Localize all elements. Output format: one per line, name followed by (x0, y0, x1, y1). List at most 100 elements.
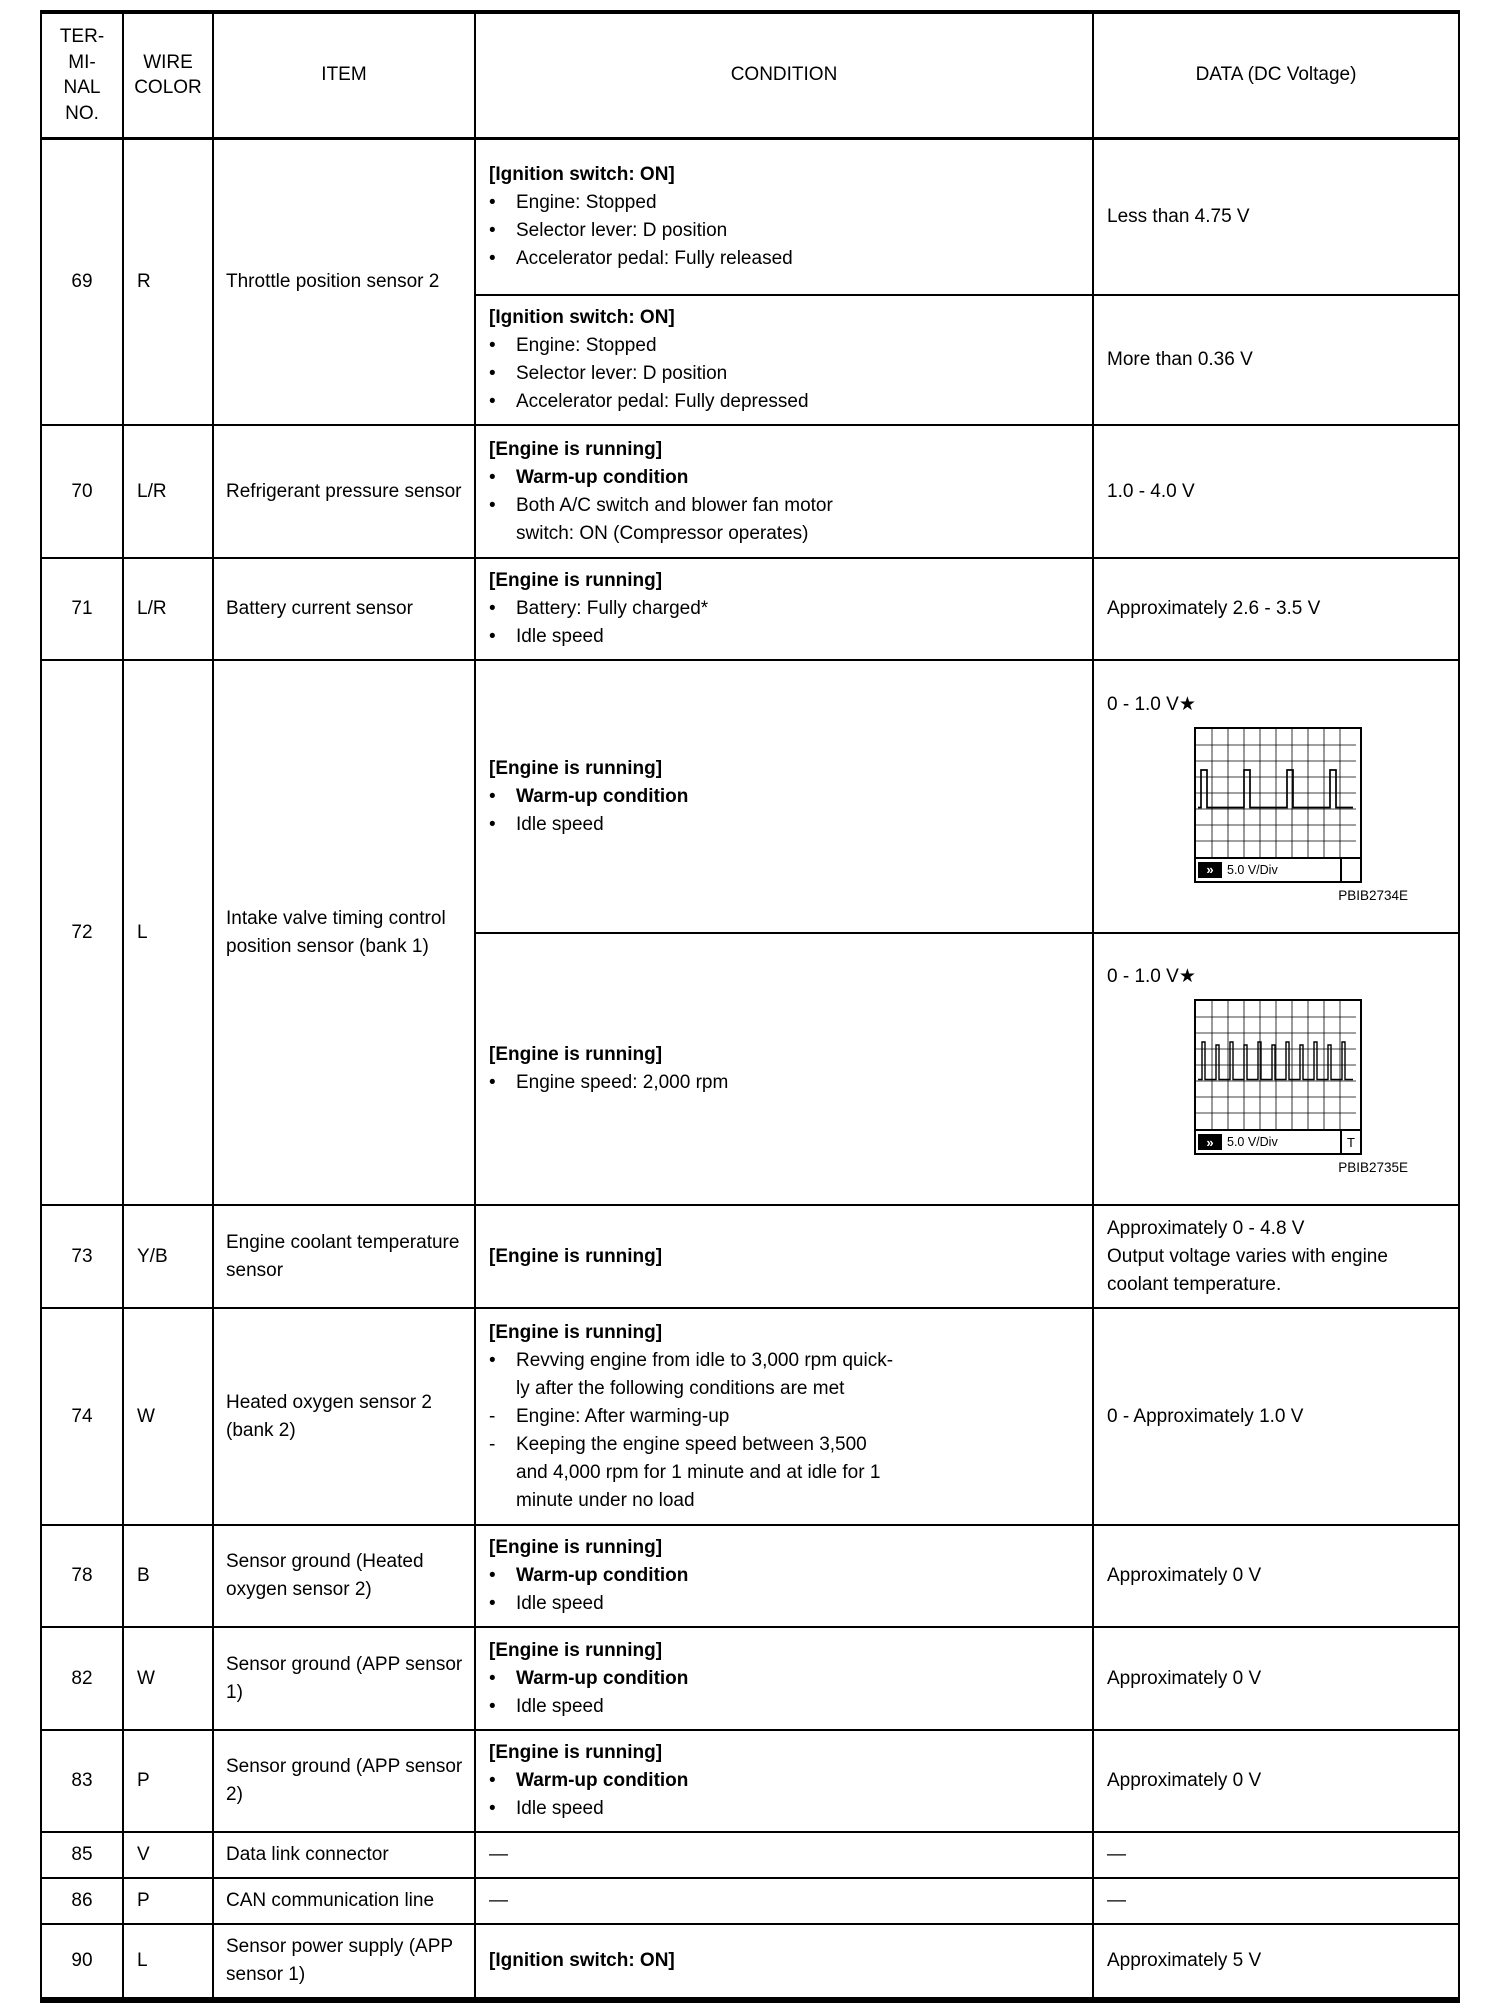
condition-line: • Warm-up condition (489, 1562, 1084, 1590)
wire-color-cell: P (122, 1729, 214, 1834)
bullet-marker: • (489, 1072, 496, 1094)
volts-per-div-label: 5.0 V/Div (1227, 862, 1278, 877)
data-value-line: More than 0.36 V (1107, 349, 1253, 371)
data-value-line: — (1107, 1890, 1126, 1912)
data-cell: Approximately 0 V (1092, 1626, 1460, 1732)
waveform-path (1198, 1041, 1353, 1081)
terminal-cell: 86 (40, 1877, 124, 1926)
condition-cell: [Engine is running] • Battery: Fully charg… (474, 557, 1094, 662)
condition-cell: [Engine is running] • Warm-up condition • Id… (474, 1524, 1094, 1629)
terminal-voltage-table: TER- MI- NAL NO. WIRE COLOR ITEM CONDITI… (40, 9, 1460, 2003)
condition-line-text: Warm-up condition (516, 1770, 689, 1792)
data-value-line: Approximately 0 - 4.8 V (1107, 1217, 1305, 1239)
condition-line-text: Selector lever: D position (516, 219, 728, 241)
condition-line-text: ly after the following conditions are me… (516, 1377, 845, 1399)
table-row-78: 78 B Sensor ground (Heated oxygen sensor 2… (40, 1524, 1460, 1629)
data-value-line: 0 - 1.0 V★ (1107, 966, 1196, 988)
condition-header-line: [Engine is running] (489, 1245, 663, 1267)
data-value-line: Approximately 2.6 - 3.5 V (1107, 598, 1321, 620)
wire-color-cell: Y/B (122, 1204, 214, 1310)
data-cell: Less than 4.75 V (1092, 137, 1460, 297)
wire-color-cell: L (122, 1923, 214, 2003)
condition-line-text: Idle speed (516, 813, 604, 835)
item-cell: Battery current sensor (212, 557, 476, 662)
item-cell: Refrigerant pressure sensor (212, 424, 476, 560)
wire-color-cell: W (122, 1307, 214, 1527)
table-row-70: 70 L/R Refrigerant pressure sensor [Engine … (40, 424, 1460, 560)
data-cell: 1.0 - 4.0 V (1092, 424, 1460, 560)
condition-line-text: Revving engine from idle to 3,000 rpm qu… (516, 1349, 894, 1371)
table-row-86: 86 P CAN communication line — — (40, 1877, 1460, 1926)
condition-header-line: [Engine is running] (489, 1044, 663, 1066)
terminal-cell: 82 (40, 1626, 124, 1732)
scope-status-bar: » 5.0 V/Div (1196, 856, 1360, 881)
bullet-marker: • (489, 219, 496, 241)
item-cell: Sensor ground (APP sensor 1) (212, 1626, 476, 1732)
condition-line: • Selector lever: D position (489, 360, 1084, 388)
table-body: 69 R Throttle position sensor 2 [Ignition s… (40, 137, 1460, 2003)
data-cell: Approximately 0 - 4.8 V Output voltage va… (1092, 1204, 1460, 1310)
condition-line-text: and 4,000 rpm for 1 minute and at idle f… (516, 1461, 881, 1483)
condition-line-text: minute under no load (516, 1489, 695, 1511)
wire-color-cell: W (122, 1626, 214, 1732)
bullet-marker: • (489, 335, 496, 357)
data-cell: 0 - 1.0 V★ » 5.0 V/Div PBIB2734E (1092, 659, 1460, 935)
figure-caption: PBIB2735E (1338, 1160, 1408, 1176)
table-row-71: 71 L/R Battery current sensor [Engine is ru… (40, 557, 1460, 662)
bullet-marker: • (489, 626, 496, 648)
waveform-path (1198, 768, 1353, 808)
bullet-marker: • (489, 391, 496, 413)
condition-line: • Warm-up condition (489, 464, 1084, 492)
condition-line: • Idle speed (489, 1590, 1084, 1618)
bullet-marker: • (489, 363, 496, 385)
condition-line-text: switch: ON (Compressor operates) (516, 522, 809, 544)
indent-spacer (489, 520, 516, 548)
table-row-69-2: [Ignition switch: ON] • Engine: Stopped • Se… (41, 294, 1460, 427)
indent-spacer (489, 1375, 516, 1403)
bullet-marker: • (489, 1565, 496, 1587)
item-cell: Data link connector (212, 1831, 476, 1880)
terminal-cell: 70 (40, 424, 124, 560)
condition-line-text: Accelerator pedal: Fully released (516, 247, 793, 269)
bullet-marker: • (489, 598, 496, 620)
condition-header-line: [Ignition switch: ON] (489, 307, 675, 329)
dash-marker: - (489, 1433, 496, 1455)
condition-line: • Accelerator pedal: Fully released (489, 245, 1084, 273)
bullet-marker: • (489, 494, 496, 516)
condition-header-line: [Engine is running] (489, 438, 663, 460)
indent-spacer (489, 1487, 516, 1515)
condition-header-line: [Engine is running] (489, 757, 663, 779)
terminal-cell: 73 (40, 1204, 124, 1310)
condition-line: • Warm-up condition (489, 1767, 1084, 1795)
item-cell: Heated oxygen sensor 2 (bank 2) (212, 1307, 476, 1527)
header-item: ITEM (212, 9, 476, 140)
table-row-72-2: [Engine is running] • Engine speed: 2,000 … (41, 932, 1460, 1207)
item-cell: Sensor power supply (APP sensor 1) (212, 1923, 476, 2003)
condition-cell: [Engine is running] • Warm-up condition • Bo… (474, 424, 1094, 560)
terminal-cell: 85 (40, 1831, 124, 1880)
condition-line: • Revving engine from idle to 3,000 rpm q… (489, 1347, 1084, 1375)
figure-caption: PBIB2734E (1338, 887, 1408, 903)
table-row-90: 90 L Sensor power supply (APP sensor 1) [Ig… (40, 1923, 1460, 2003)
terminal-cell: 72 (40, 659, 124, 1207)
oscilloscope-figure: » 5.0 V/Div T PBIB2735E (1194, 999, 1450, 1175)
data-value-line: Approximately 5 V (1107, 1950, 1262, 1972)
condition-line: - Keeping the engine speed between 3,500 (489, 1431, 1084, 1459)
condition-line: • Engine: Stopped (489, 332, 1084, 360)
condition-cell: [Ignition switch: ON] • Engine: Stopped • Se… (474, 137, 1094, 297)
item-cell: Throttle position sensor 2 (212, 137, 476, 427)
condition-cell: [Engine is running] • Engine speed: 2,000 … (474, 932, 1094, 1207)
trigger-box: T (1340, 1131, 1360, 1154)
condition-line-text: Idle speed (516, 1798, 604, 1820)
item-cell: Sensor ground (APP sensor 2) (212, 1729, 476, 1834)
condition-line: • Warm-up condition (489, 1665, 1084, 1693)
condition-header-line: [Engine is running] (489, 1321, 663, 1343)
table-row-82: 82 W Sensor ground (APP sensor 1) [Engine i… (40, 1626, 1460, 1732)
condition-line-text: Engine: After warming-up (516, 1405, 730, 1427)
data-value-line: 0 - Approximately 1.0 V (1107, 1405, 1304, 1427)
waveform-svg (1196, 1001, 1356, 1130)
condition-line-text: Warm-up condition (516, 785, 689, 807)
bullet-marker: • (489, 1770, 496, 1792)
condition-line: minute under no load (489, 1487, 1084, 1515)
dash-marker: - (489, 1405, 496, 1427)
